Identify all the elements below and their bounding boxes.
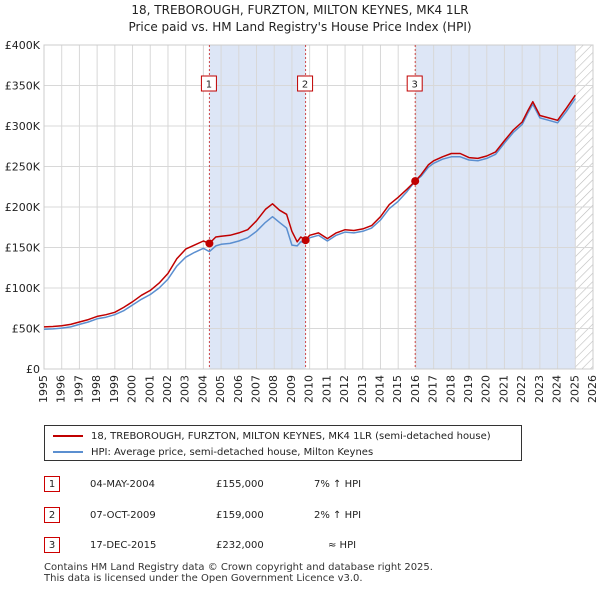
x-tick-label: 2022 bbox=[515, 375, 528, 403]
x-tick-label: 2012 bbox=[338, 375, 351, 403]
x-tick-label: 2001 bbox=[143, 375, 156, 403]
chart-subtitle: Price paid vs. HM Land Registry's House … bbox=[128, 20, 471, 34]
y-tick-label: £0 bbox=[26, 363, 40, 376]
marker-box-2 bbox=[297, 75, 314, 92]
transaction-date: 17-DEC-2015 bbox=[90, 540, 157, 551]
x-tick-label: 2011 bbox=[320, 375, 333, 403]
y-tick-label: £100K bbox=[5, 282, 41, 295]
x-tick-label: 1998 bbox=[90, 375, 103, 403]
plot-frame bbox=[43, 44, 594, 370]
x-tick-label: 2008 bbox=[267, 375, 280, 403]
y-tick-label: £150K bbox=[5, 242, 41, 255]
y-tick-label: £300K bbox=[5, 120, 41, 133]
x-tick-label: 2009 bbox=[285, 375, 298, 403]
footer-notice: Contains HM Land Registry data © Crown c… bbox=[44, 562, 433, 584]
x-tick-label: 2019 bbox=[462, 375, 475, 403]
y-tick-label: £400K bbox=[5, 39, 41, 52]
transaction-badge: 2 bbox=[44, 507, 60, 523]
x-tick-label: 2004 bbox=[196, 375, 209, 403]
x-tick-label: 2015 bbox=[391, 375, 404, 403]
x-tick-label: 2007 bbox=[250, 375, 263, 403]
marker-label-2: 2 bbox=[302, 80, 308, 91]
footer-line-1: Contains HM Land Registry data © Crown c… bbox=[44, 562, 433, 573]
transaction-hpi-relation: 7% ↑ HPI bbox=[314, 479, 362, 490]
x-tick-label: 2013 bbox=[356, 375, 369, 403]
marker-box-1 bbox=[200, 75, 217, 92]
y-tick-label: £350K bbox=[5, 80, 41, 93]
marker-box-3 bbox=[406, 75, 423, 92]
transaction-price: £155,000 bbox=[216, 479, 264, 490]
legend-property-swatch bbox=[53, 435, 83, 437]
chart-legend: 18, TREBOROUGH, FURZTON, MILTON KEYNES, … bbox=[44, 425, 522, 461]
x-tick-label: 2014 bbox=[373, 375, 386, 403]
marker-label-1: 1 bbox=[206, 80, 212, 91]
x-tick-label: 2026 bbox=[586, 375, 599, 403]
x-tick-label: 2002 bbox=[161, 375, 174, 403]
y-tick-label: £50K bbox=[12, 323, 41, 336]
x-tick-label: 2021 bbox=[497, 375, 510, 403]
y-tick-label: £250K bbox=[5, 161, 41, 174]
x-tick-label: 2005 bbox=[214, 375, 227, 403]
sale-point-1 bbox=[205, 239, 214, 248]
x-tick-label: 2020 bbox=[480, 375, 493, 403]
legend-property-label: 18, TREBOROUGH, FURZTON, MILTON KEYNES, … bbox=[91, 431, 491, 442]
sale-point-3 bbox=[411, 177, 420, 186]
chart-title: 18, TREBOROUGH, FURZTON, MILTON KEYNES, … bbox=[131, 3, 468, 17]
x-tick-label: 1995 bbox=[37, 375, 50, 403]
x-tick-label: 1999 bbox=[108, 375, 121, 403]
transaction-badge: 3 bbox=[44, 537, 60, 553]
x-tick-label: 2010 bbox=[303, 375, 316, 403]
x-tick-label: 2023 bbox=[533, 375, 546, 403]
x-tick-label: 1996 bbox=[55, 375, 68, 403]
x-tick-label: 2003 bbox=[179, 375, 192, 403]
legend-hpi-label: HPI: Average price, semi-detached house,… bbox=[91, 447, 374, 458]
footer-line-2: This data is licensed under the Open Gov… bbox=[44, 573, 363, 584]
price-chart: 18, TREBOROUGH, FURZTON, MILTON KEYNES, … bbox=[5, 3, 599, 403]
legend-hpi-row: HPI: Average price, semi-detached house,… bbox=[53, 447, 373, 458]
x-tick-label: 2000 bbox=[126, 375, 139, 403]
transaction-price: £159,000 bbox=[216, 510, 264, 521]
x-tick-label: 2006 bbox=[232, 375, 245, 403]
legend-hpi-swatch bbox=[53, 451, 83, 453]
marker-label-3: 3 bbox=[412, 80, 418, 91]
transaction-badge: 1 bbox=[44, 476, 60, 492]
x-tick-label: 2018 bbox=[444, 375, 457, 403]
x-tick-label: 2017 bbox=[427, 375, 440, 403]
transaction-date: 07-OCT-2009 bbox=[90, 510, 156, 521]
y-tick-label: £200K bbox=[5, 201, 41, 214]
transaction-hpi-relation: 2% ↑ HPI bbox=[314, 510, 362, 521]
transaction-price: £232,000 bbox=[216, 540, 264, 551]
legend-property-row: 18, TREBOROUGH, FURZTON, MILTON KEYNES, … bbox=[53, 431, 491, 442]
transaction-hpi-relation: ≈ HPI bbox=[328, 540, 357, 551]
sale-point-2 bbox=[301, 236, 310, 245]
x-tick-label: 2016 bbox=[409, 375, 422, 403]
transaction-date: 04-MAY-2004 bbox=[90, 479, 156, 490]
x-tick-label: 2024 bbox=[551, 375, 564, 403]
x-tick-label: 2025 bbox=[568, 375, 581, 403]
x-tick-label: 1997 bbox=[72, 375, 85, 403]
